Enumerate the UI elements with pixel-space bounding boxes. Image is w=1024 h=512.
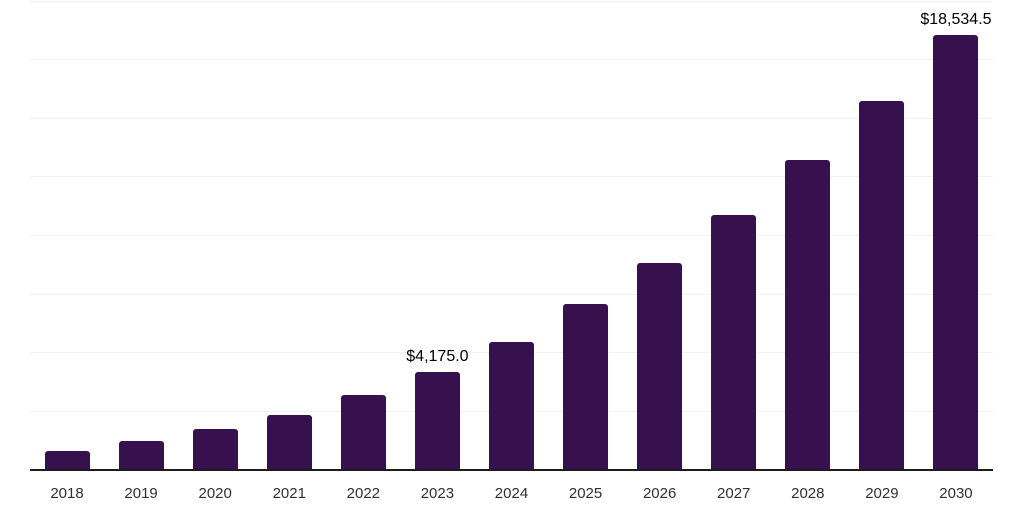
x-axis-label-2024: 2024 [494,485,529,502]
gridline-12500 [30,176,993,178]
x-axis-label-2020: 2020 [198,485,232,502]
bar-2023 [414,372,460,470]
bar-2019 [118,440,164,470]
x-axis-label-2023: 2023 [420,485,455,502]
data-label-2030: $18,534.5 [920,11,992,29]
gridline-17500 [30,59,993,61]
x-axis-line [30,469,993,471]
bar-2020 [192,428,238,470]
bar-2026 [637,263,683,470]
bar-2028 [785,159,831,470]
gridline-10000 [30,235,993,236]
bar-2025 [563,304,609,470]
x-axis-label-2025: 2025 [568,485,603,502]
gridline-20000 [30,0,993,2]
bar-2018 [44,451,90,470]
bar-2027 [711,214,757,470]
x-axis-label-2018: 2018 [50,485,84,502]
x-axis-label-2027: 2027 [717,485,751,502]
gridline-7500 [30,293,993,295]
bar-2030 [933,35,979,470]
x-axis-label-2026: 2026 [642,485,677,502]
x-axis-label-2029: 2029 [865,485,899,502]
x-axis-label-2022: 2022 [346,485,381,502]
data-label-2023: $4,175.0 [406,348,469,366]
x-axis-label-2021: 2021 [272,485,306,502]
x-axis-label-2030: 2030 [939,485,973,502]
bar-2024 [489,342,534,470]
bar-2029 [859,100,905,470]
x-axis-label-2028: 2028 [791,485,825,502]
bar-2021 [266,415,312,470]
bar-2022 [340,394,386,470]
x-axis-label-2019: 2019 [124,485,158,502]
gridline-15000 [30,117,993,119]
